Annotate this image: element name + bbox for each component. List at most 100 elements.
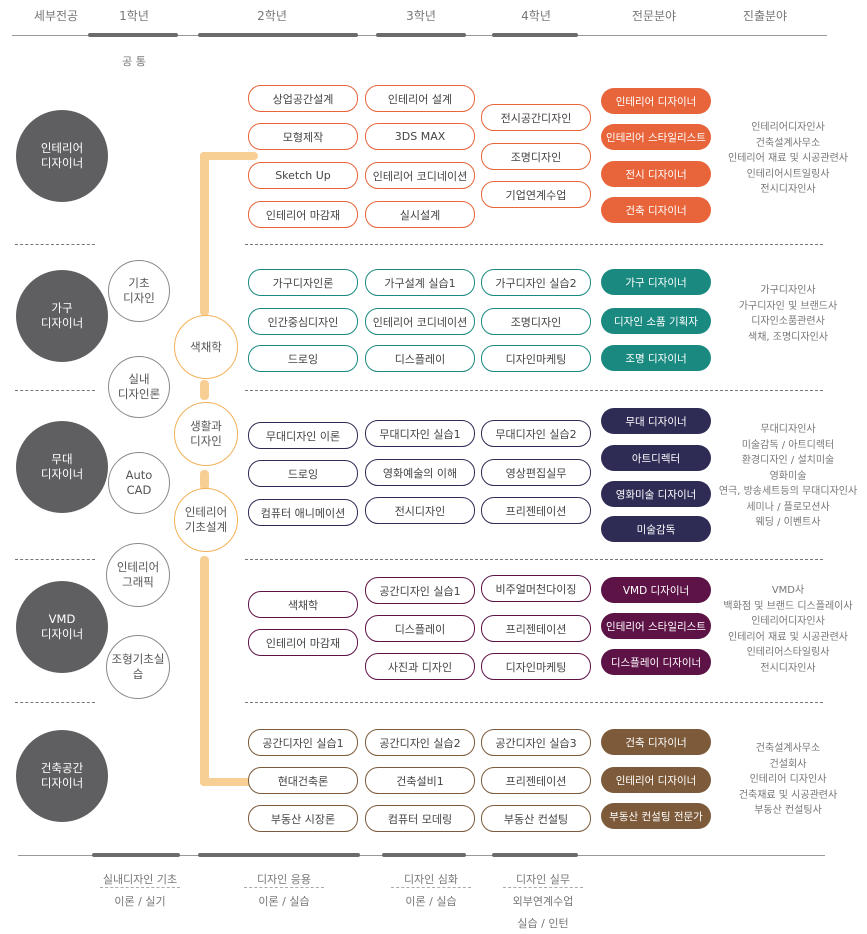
career-item: 인테리어 재료 및 시공관련사 [728,153,848,164]
divider-left [15,244,95,245]
course-year4: 디자인마케팅 [481,345,591,372]
bottom-bar-4 [492,853,578,857]
course-year2: 공간디자인 실습1 [248,729,358,756]
career-item: 영화미술 [769,470,807,482]
course-year3: 공간디자인 실습1 [365,577,475,604]
course-year2: 인테리어 마감재 [248,201,358,228]
major-vmd: VMD 디자이너 [16,581,108,673]
course-year3: 전시디자인 [365,497,475,524]
field-badge: 인테리어 스타일리스트 [601,124,711,150]
bottom-stage-4-sub: 외부연계수업 [512,895,574,908]
career-item: 부동산 컨설팅사 [754,805,822,816]
divider-left [15,390,95,391]
course-year2: 무대디자인 이론 [248,422,358,449]
career-list: 인테리어디자인사 건축설계사무소 인테리어 재료 및 시공관련사 인테리어시트일링사 전… [713,120,863,198]
career-item: 전시디자인사 [760,662,816,674]
core-interior-basic: 인테리어 기초설계 [174,488,238,552]
field-badge: 조명 디자이너 [601,345,711,371]
career-item: 환경디자인 / 설치미술 [741,455,835,466]
course-year4: 디자인마케팅 [481,653,591,680]
career-item: 디자인소품관련사 [751,316,825,327]
course-year4: 전시공간디자인 [481,104,591,131]
course-year2: 부동산 시장론 [248,805,358,832]
career-item: 미술감독 / 아트디렉터 [741,439,835,451]
underline [244,887,324,888]
year3-bar [376,33,466,37]
career-item: 인테리어 재료 및 시공관련사 [728,631,848,643]
spine-link [200,380,209,400]
major-furniture: 가구 디자이너 [16,270,108,362]
course-year3: 디스플레이 [365,345,475,372]
bottom-stage-1-title: 실내디자인 기초 [102,873,178,886]
field-badge: 무대 디자이너 [601,408,711,434]
course-year2: 인간중심디자인 [248,308,358,335]
course-year4: 영상편집실무 [481,459,591,486]
course-year4: 조명디자인 [481,143,591,170]
career-list: 건축설계사무소 건설회사 인테리어 디자인사 건축재료 및 시공관련사 부동산 컨설팅사 [713,741,863,819]
major-stage: 무대 디자이너 [16,421,108,513]
divider-left [15,702,95,703]
field-badge: 인테리어 디자이너 [601,88,711,114]
spine-link [200,470,209,490]
career-item: VMD사 [771,585,805,596]
course-year4: 조명디자인 [481,308,591,335]
career-item: 백화점 및 브랜드 디스플레이사 [723,600,853,612]
divider-right [245,244,823,245]
course-year3: 인테리어 설계 [365,85,475,112]
core-life-design: 생활과 디자인 [174,402,238,466]
underline [100,887,180,888]
career-item: 인테리어디자인사 [751,616,825,627]
field-badge: 미술감독 [601,516,711,542]
bottom-stage-2-title: 디자인 응용 [256,873,312,886]
course-year2: 드로잉 [248,345,358,372]
course-year3: 컴퓨터 모데링 [365,805,475,832]
field-badge: 인테리어 디자이너 [601,767,711,793]
course-year2: 가구디자인론 [248,269,358,296]
bottom-bar-3 [382,853,466,857]
course-year4: 부동산 컨설팅 [481,805,591,832]
course-year2: 상업공간설계 [248,85,358,112]
field-badge: 디자인 소품 기획자 [601,308,711,334]
y1-basic-design: 기초 디자인 [108,260,170,322]
career-list: 가구디자인사 가구디자인 및 브랜드사 디자인소품관련사 색채, 조명디자인사 [713,283,863,345]
spine-bottom-connector [200,778,273,786]
bottom-bar-2 [198,853,360,857]
career-item: 건축설계사무소 [755,743,821,754]
course-year3: 3DS MAX [365,123,475,150]
header-major: 세부전공 [33,9,79,23]
field-badge: 가구 디자이너 [601,269,711,295]
career-item: 인테리어 디자인사 [749,774,827,785]
course-year2: Sketch Up [248,162,358,189]
bottom-stage-3-title: 디자인 심화 [403,873,459,886]
career-item: 색채, 조명디자인사 [748,331,828,343]
career-item: 웨딩 / 이벤트사 [755,517,821,528]
career-item: 인테리어스타일링사 [746,647,830,658]
field-badge: 전시 디자이너 [601,161,711,187]
field-badge: 인테리어 스타일리스트 [601,613,711,639]
header-year1: 1학년 [119,9,149,23]
course-year2: 색채학 [248,591,358,618]
bottom-stage-4-sub2: 실습 / 인턴 [517,917,569,930]
course-year4: 공간디자인 실습3 [481,729,591,756]
course-year3: 실시설계 [365,201,475,228]
header-career: 진출분야 [742,9,788,23]
course-year3: 디스플레이 [365,615,475,642]
y1-interior-graphic: 인테리어 그래픽 [106,543,170,607]
career-item: 건축설계사무소 [755,137,821,149]
career-item: 무대디자인사 [760,424,816,435]
course-year4: 프리젠테이션 [481,767,591,794]
header-year3: 3학년 [406,9,436,23]
field-badge: 건축 디자이너 [601,729,711,755]
y1-autocad: Auto CAD [108,452,170,514]
course-year2: 컴퓨터 애니메이션 [248,499,358,526]
career-item: 가구디자인 및 브랜드사 [738,300,838,312]
underline [503,887,583,888]
year2-bar [198,33,358,37]
major-architecture: 건축공간 디자이너 [16,730,108,822]
bottom-stage-2-sub: 이론 / 실습 [258,895,310,908]
career-item: 건설회사 [769,758,807,770]
course-year3: 영화예술의 이해 [365,459,475,486]
field-badge: 아트디렉터 [601,445,711,471]
course-year3: 인테리어 코디네이션 [365,162,475,189]
course-year3: 건축설비1 [365,767,475,794]
